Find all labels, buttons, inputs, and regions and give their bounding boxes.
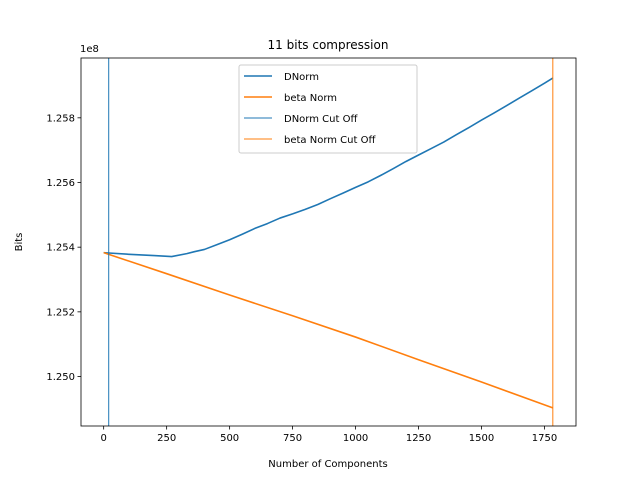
legend-box bbox=[238, 64, 418, 154]
y-axis-label: Bits bbox=[14, 233, 25, 252]
x-tick-label: 1000 bbox=[343, 433, 368, 444]
x-tick-label: 0 bbox=[100, 433, 106, 444]
x-axis-ticks: 0 250 500 750 1000 1250 1500 1750 bbox=[100, 426, 557, 444]
y-tick-label: 1.254 bbox=[46, 243, 75, 254]
y-tick-label: 1.256 bbox=[46, 178, 75, 189]
x-tick-label: 1500 bbox=[469, 433, 494, 444]
y-axis-ticks: 1.250 1.252 1.254 1.256 1.258 bbox=[46, 113, 81, 383]
series-layer bbox=[103, 58, 554, 426]
x-axis-label: Number of Components bbox=[268, 459, 387, 470]
legend: DNorm beta Norm DNorm Cut Off beta Norm Cut… bbox=[238, 64, 418, 154]
plot-area bbox=[80, 57, 577, 427]
y-axis-offset-label: 1e8 bbox=[80, 44, 99, 55]
dnorm-series-line bbox=[103, 77, 554, 258]
x-tick-label: 250 bbox=[157, 433, 176, 444]
y-tick-label: 1.252 bbox=[46, 307, 75, 318]
axes-frame bbox=[80, 57, 577, 427]
x-tick-label: 500 bbox=[220, 433, 239, 444]
legend-label-beta-norm-cut-off: beta Norm Cut Off bbox=[284, 135, 376, 146]
x-tick-label: 1750 bbox=[532, 433, 557, 444]
legend-label-dnorm: DNorm bbox=[284, 72, 319, 83]
legend-label-beta-norm: beta Norm bbox=[284, 93, 337, 104]
beta-norm-series-line bbox=[103, 251, 554, 409]
x-tick-label: 1250 bbox=[406, 433, 431, 444]
x-tick-label: 750 bbox=[283, 433, 302, 444]
y-tick-label: 1.250 bbox=[46, 372, 75, 383]
chart-title: 11 bits compression bbox=[268, 38, 389, 52]
legend-label-dnorm-cut-off: DNorm Cut Off bbox=[284, 114, 358, 125]
y-tick-label: 1.258 bbox=[46, 113, 75, 124]
